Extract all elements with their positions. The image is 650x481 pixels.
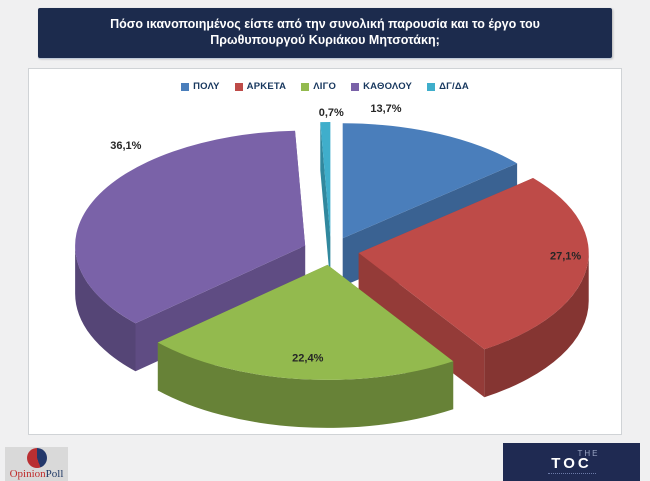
- pie-chart: 13,7% 27,1% 22,4% 36,1% 0,7%: [75, 103, 589, 428]
- thetoc-word-toc: TOC: [551, 455, 592, 472]
- pie-slice-ΛΙΓΟ: [157, 264, 454, 428]
- pie-slice-rim: [75, 245, 136, 372]
- pie-slice-top: [75, 130, 306, 324]
- opinionpoll-logo: OpinionPoll: [5, 447, 68, 481]
- pie-slice-value-label: 27,1%: [550, 251, 581, 263]
- thetoc-logo: THE TOC: [503, 443, 640, 481]
- pie-slice-value-label: 13,7%: [370, 103, 401, 115]
- opinionpoll-word-poll: Poll: [45, 468, 64, 480]
- opinionpoll-word-opinion: Opinion: [9, 468, 46, 480]
- opinionpoll-wordmark: OpinionPoll: [10, 469, 64, 480]
- pie-slice-value-label: 36,1%: [110, 140, 141, 152]
- pie-slice-ΔΓ/ΔΑ: [320, 122, 331, 285]
- pie-slice-top: [157, 264, 454, 380]
- question-title: Πόσο ικανοποιημένος είστε από την συνολι…: [110, 17, 540, 47]
- pie-slice-top: [358, 178, 589, 350]
- chart-panel: 13,7% 27,1% 22,4% 36,1% 0,7% ΠΟΛΥ ΑΡΚΕΤΑ ΛΙΓΟ Κ…: [28, 68, 622, 435]
- question-title-bar: Πόσο ικανοποιημένος είστε από την συνολι…: [38, 8, 612, 58]
- thetoc-tagline: [547, 473, 596, 474]
- pie-slice-rim: [484, 252, 589, 398]
- pie-slice-value-label: 22,4%: [292, 353, 323, 365]
- pie-slice-value-label: 0,7%: [319, 107, 344, 119]
- opinionpoll-circle-icon: [26, 448, 47, 468]
- thetoc-word-the: THE: [577, 449, 600, 458]
- pie-slice-top: [320, 122, 331, 237]
- pie-slice-rim: [157, 342, 454, 428]
- pie-slice-side: [320, 122, 331, 285]
- pie-slice-top: [342, 123, 518, 239]
- pie-slice-ΑΡΚΕΤΑ: [358, 178, 589, 398]
